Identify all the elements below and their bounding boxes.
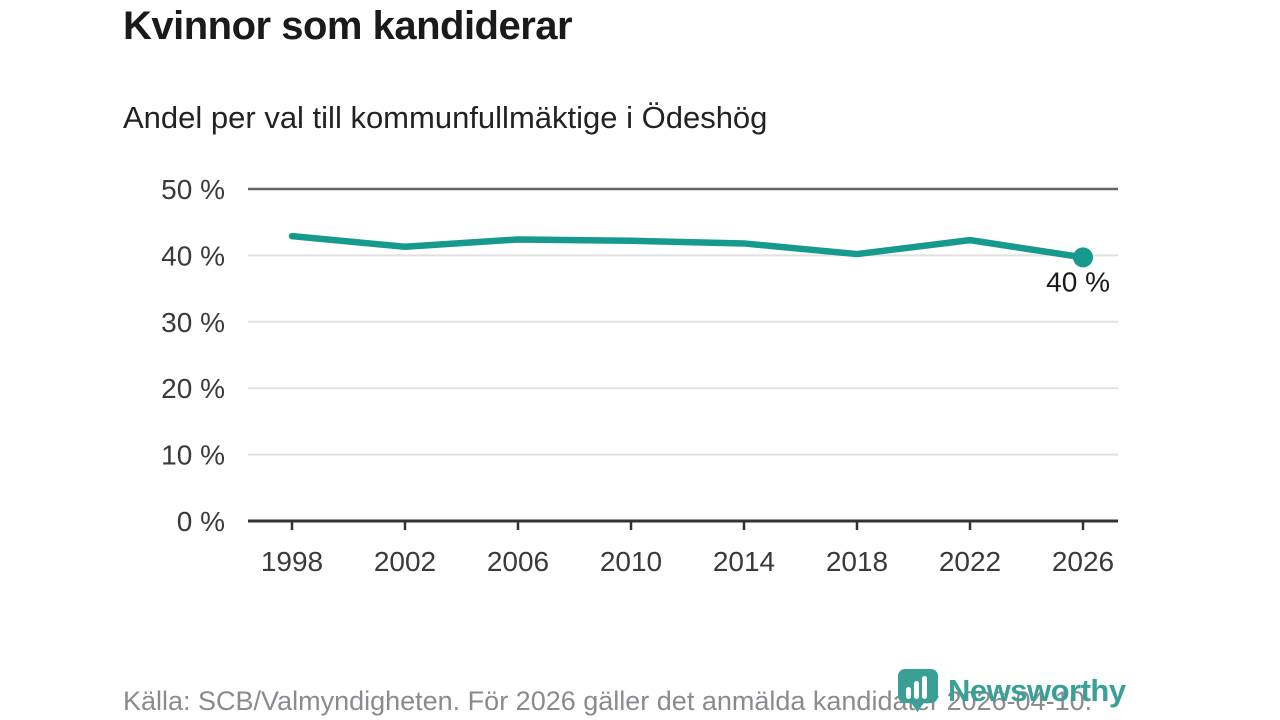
chart-title: Kvinnor som kandiderar	[123, 4, 573, 48]
y-axis-tick-label: 10 %	[161, 440, 225, 471]
x-axis-tick-label: 1998	[261, 546, 323, 577]
data-line	[288, 232, 1087, 261]
end-point-label: 40 %	[1046, 266, 1110, 297]
x-axis-tick-label: 2026	[1052, 546, 1114, 577]
x-axis-tick-label: 2002	[374, 546, 436, 577]
newsworthy-logo: Newsworthy	[897, 668, 1126, 712]
y-axis-tick-label: 50 %	[161, 174, 225, 205]
x-axis-tick-label: 2018	[826, 546, 888, 577]
end-point-marker	[1073, 247, 1093, 268]
newsworthy-logo-text: Newsworthy	[948, 673, 1126, 708]
x-axis-tick-label: 2022	[939, 546, 1001, 577]
y-axis-tick-label: 20 %	[161, 373, 225, 404]
newsworthy-bar-chart-pin-icon	[898, 669, 938, 712]
x-axis-tick-label: 2014	[713, 546, 775, 577]
y-axis-tick-label: 30 %	[161, 307, 225, 338]
line-chart: 50 % 40 % 30 % 20 % 10 % 0 % 1998 2002 2006 2010 2…	[161, 174, 1118, 577]
chart-subtitle: Andel per val till kommunfullmäktige i Ö…	[123, 100, 768, 135]
x-axis-tick-label: 2006	[487, 546, 549, 577]
y-axis-tick-label: 40 %	[161, 240, 225, 271]
y-axis-tick-label: 0 %	[177, 506, 225, 537]
x-axis-tick-label: 2010	[600, 546, 662, 577]
